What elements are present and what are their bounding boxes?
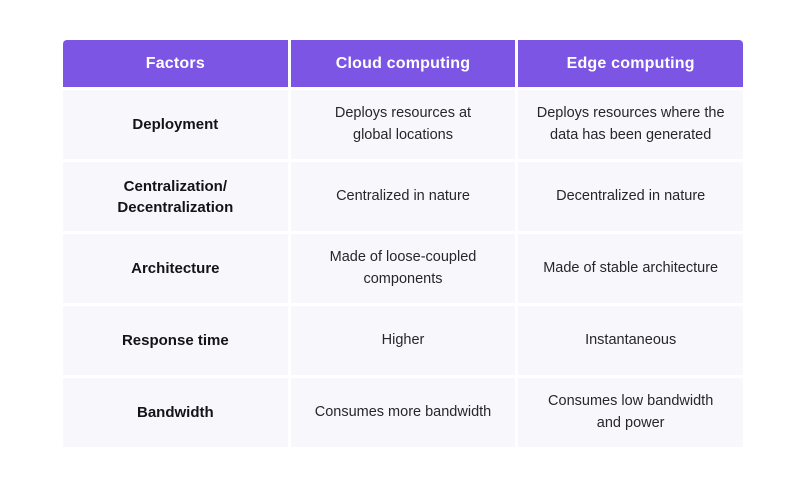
cloud-cell: Centralized in nature — [290, 162, 516, 231]
edge-cell: Deploys resources where the data has bee… — [518, 90, 743, 159]
table-row-bandwidth: Bandwidth Consumes more bandwidth Consum… — [63, 378, 743, 447]
header-row: Factors Cloud computing Edge computing — [63, 40, 743, 87]
table-body: Deployment Deploys resources at global l… — [63, 90, 743, 447]
table-row-deployment: Deployment Deploys resources at global l… — [63, 90, 743, 159]
cloud-cell: Consumes more bandwidth — [290, 378, 516, 447]
table-row-centralization: Centralization/ Decentralization Central… — [63, 162, 743, 231]
factor-cell: Response time — [63, 306, 288, 375]
header-cell-cloud-computing: Cloud computing — [290, 40, 516, 87]
factor-cell: Centralization/ Decentralization — [63, 162, 288, 231]
comparison-table: Factors Cloud computing Edge computing D… — [60, 37, 746, 450]
factor-cell: Architecture — [63, 234, 288, 303]
edge-cell: Consumes low bandwidth and power — [518, 378, 743, 447]
edge-cell: Decentralized in nature — [518, 162, 743, 231]
factor-cell: Deployment — [63, 90, 288, 159]
cloud-cell: Deploys resources at global locations — [290, 90, 516, 159]
header-cell-edge-computing: Edge computing — [518, 40, 743, 87]
table-row-architecture: Architecture Made of loose-coupled compo… — [63, 234, 743, 303]
cloud-cell: Higher — [290, 306, 516, 375]
edge-cell: Instantaneous — [518, 306, 743, 375]
edge-cell: Made of stable architecture — [518, 234, 743, 303]
header-cell-factors: Factors — [63, 40, 288, 87]
cloud-cell: Made of loose-coupled components — [290, 234, 516, 303]
factor-cell: Bandwidth — [63, 378, 288, 447]
table-row-response-time: Response time Higher Instantaneous — [63, 306, 743, 375]
table-header: Factors Cloud computing Edge computing — [63, 40, 743, 87]
